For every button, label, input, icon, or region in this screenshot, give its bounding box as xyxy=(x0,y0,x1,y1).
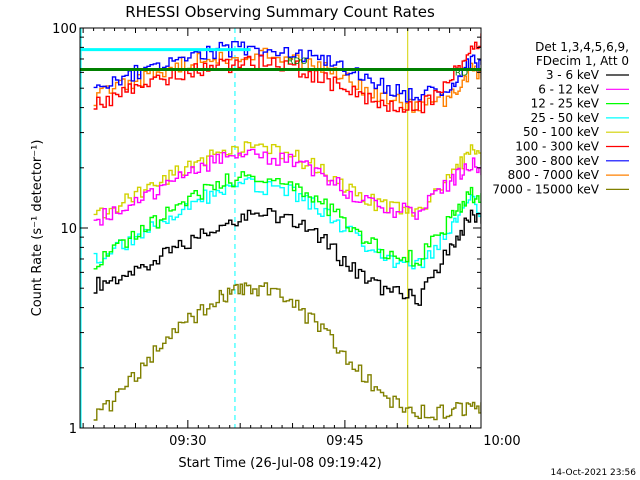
flag-label-0: RDO xyxy=(287,57,307,67)
legend-header-line-2: FDecim 1, Att 0 xyxy=(536,54,629,68)
legend-entry-0: 3 - 6 keV xyxy=(546,68,600,82)
series-line-3-segment-0 xyxy=(93,177,481,270)
legend-entry-5: 100 - 300 keV xyxy=(515,140,599,154)
flag-label-2: S xyxy=(483,34,489,44)
flag-label-1: RD xyxy=(455,68,468,78)
series-line-8-segment-0 xyxy=(93,282,481,421)
series-line-2-segment-0 xyxy=(93,171,481,270)
y-axis: 1 10 100 xyxy=(52,22,481,437)
series-line-0-segment-0 xyxy=(93,208,481,306)
y-tick-label-2: 100 xyxy=(52,22,77,37)
series-line-4-segment-0 xyxy=(93,141,481,219)
legend-entry-1: 6 - 12 keV xyxy=(538,82,600,96)
legend-entry-2: 12 - 25 keV xyxy=(531,97,600,111)
series-line-1-segment-0 xyxy=(93,148,481,226)
legend-entry-4: 50 - 100 keV xyxy=(523,125,600,139)
series-line-5-segment-0 xyxy=(93,33,481,114)
legend-entry-8: 7000 - 15000 keV xyxy=(492,182,599,196)
x-tick-label-1: 09:45 xyxy=(326,434,363,449)
legend-entry-6: 300 - 800 keV xyxy=(515,154,599,168)
x-axis-label: Start Time (26-Jul-08 09:19:42) xyxy=(178,456,381,471)
y-axis-label: Count Rate (s⁻¹ detector⁻¹) xyxy=(30,140,45,317)
y-tick-label-0: 1 xyxy=(69,422,77,437)
generation-timestamp: 14-Oct-2021 23:56 xyxy=(551,468,637,478)
legend-entry-3: 25 - 50 keV xyxy=(531,111,600,125)
x-tick-label-0: 09:30 xyxy=(169,434,206,449)
legend-entry-7: 800 - 7000 keV xyxy=(508,168,600,182)
y-tick-label-1: 10 xyxy=(60,222,77,237)
legend-header-line-1: Det 1,3,4,5,6,9, xyxy=(535,40,629,54)
plot-area: RDO RD S xyxy=(80,28,489,428)
chart-title: RHESSI Observing Summary Count Rates xyxy=(125,3,435,21)
series-line-7-segment-0 xyxy=(93,47,481,113)
x-tick-label-2: 10:00 xyxy=(483,434,520,449)
legend: Det 1,3,4,5,6,9, FDecim 1, Att 0 3 - 6 k… xyxy=(492,40,629,196)
series-line-6-segment-0 xyxy=(93,41,481,103)
